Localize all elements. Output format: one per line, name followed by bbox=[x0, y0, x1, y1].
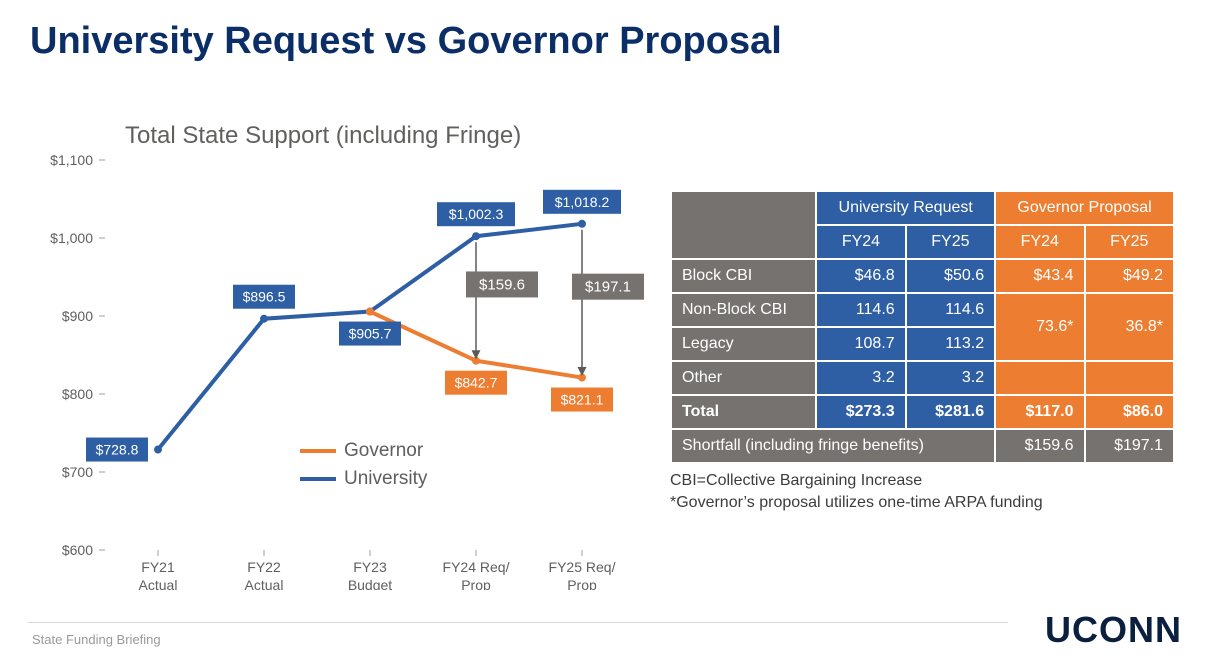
svg-text:Prop: Prop bbox=[461, 577, 491, 590]
chart-legend: Governor University bbox=[300, 440, 427, 496]
table-row-label: Other bbox=[671, 361, 816, 395]
footer-rule bbox=[28, 622, 1008, 623]
comparison-table-wrap: University RequestGovernor ProposalFY24F… bbox=[670, 190, 1175, 513]
svg-text:FY21: FY21 bbox=[141, 559, 175, 575]
legend-swatch bbox=[300, 477, 336, 481]
table-subheader: FY25 bbox=[1085, 225, 1174, 259]
table-cell: 3.2 bbox=[816, 361, 905, 395]
table-cell: $46.8 bbox=[816, 259, 905, 293]
uconn-logo: UCONN bbox=[1045, 609, 1182, 651]
svg-text:FY24 Req/: FY24 Req/ bbox=[443, 559, 510, 575]
svg-text:$197.1: $197.1 bbox=[585, 279, 631, 296]
footnote-line: CBI=Collective Bargaining Increase bbox=[670, 470, 1175, 492]
svg-text:$600: $600 bbox=[62, 542, 93, 558]
legend-item-university: University bbox=[300, 468, 427, 490]
table-row-label: Block CBI bbox=[671, 259, 816, 293]
table-header-group: Governor Proposal bbox=[995, 191, 1174, 225]
table-subheader: FY24 bbox=[816, 225, 905, 259]
svg-text:$905.7: $905.7 bbox=[349, 326, 392, 342]
svg-text:FY23: FY23 bbox=[353, 559, 387, 575]
svg-text:$728.8: $728.8 bbox=[96, 442, 139, 458]
table-cell: $50.6 bbox=[906, 259, 995, 293]
svg-text:$1,100: $1,100 bbox=[50, 152, 93, 168]
svg-text:$1,000: $1,000 bbox=[50, 230, 93, 246]
table-cell: 114.6 bbox=[816, 293, 905, 327]
table-cell-merged: 73.6* bbox=[995, 293, 1084, 361]
legend-label: Governor bbox=[344, 440, 423, 462]
svg-text:Prop: Prop bbox=[567, 577, 597, 590]
svg-text:FY22: FY22 bbox=[247, 559, 281, 575]
svg-text:$800: $800 bbox=[62, 386, 93, 402]
table-cell: $43.4 bbox=[995, 259, 1084, 293]
svg-text:$821.1: $821.1 bbox=[561, 392, 604, 408]
table-cell: 113.2 bbox=[906, 327, 995, 361]
table-shortfall-label: Shortfall (including fringe benefits) bbox=[671, 429, 995, 463]
svg-text:$1,002.3: $1,002.3 bbox=[449, 206, 504, 222]
chart: Total State Support (including Fringe) $… bbox=[25, 130, 645, 590]
table-row-label: Non-Block CBI bbox=[671, 293, 816, 327]
table-cell: 3.2 bbox=[906, 361, 995, 395]
table-corner bbox=[671, 191, 816, 259]
table-footnotes: CBI=Collective Bargaining Increase*Gover… bbox=[670, 470, 1175, 513]
svg-text:$159.6: $159.6 bbox=[479, 276, 525, 293]
chart-svg: $600 $700 $800 $900 $1,000 $1,100 FY21 Actual FY… bbox=[25, 130, 645, 590]
svg-text:$900: $900 bbox=[62, 308, 93, 324]
svg-text:$896.5: $896.5 bbox=[243, 289, 286, 305]
legend-swatch bbox=[300, 449, 336, 453]
svg-text:FY25 Req/: FY25 Req/ bbox=[549, 559, 616, 575]
footer-left: State Funding Briefing bbox=[32, 632, 161, 647]
table-cell: 108.7 bbox=[816, 327, 905, 361]
legend-item-governor: Governor bbox=[300, 440, 427, 462]
table-subheader: FY24 bbox=[995, 225, 1084, 259]
table-cell bbox=[995, 361, 1084, 395]
table-cell-merged: 36.8* bbox=[1085, 293, 1174, 361]
comparison-table: University RequestGovernor ProposalFY24F… bbox=[670, 190, 1175, 464]
footnote-line: *Governor’s proposal utilizes one-time A… bbox=[670, 492, 1175, 514]
legend-label: University bbox=[344, 468, 427, 490]
svg-text:Actual: Actual bbox=[245, 577, 284, 590]
svg-text:Actual: Actual bbox=[139, 577, 178, 590]
svg-text:$1,018.2: $1,018.2 bbox=[555, 194, 610, 210]
slide: University Request vs Governor Proposal … bbox=[0, 0, 1210, 665]
svg-text:$700: $700 bbox=[62, 464, 93, 480]
table-cell: 114.6 bbox=[906, 293, 995, 327]
page-title: University Request vs Governor Proposal bbox=[30, 20, 782, 63]
svg-text:$842.7: $842.7 bbox=[455, 375, 498, 391]
table-subheader: FY25 bbox=[906, 225, 995, 259]
table-row-label: Total bbox=[671, 395, 816, 429]
svg-text:Budget: Budget bbox=[348, 577, 392, 590]
table-cell: $273.3 bbox=[816, 395, 905, 429]
table-header-group: University Request bbox=[816, 191, 995, 225]
table-shortfall-value: $159.6 bbox=[995, 429, 1084, 463]
table-cell: $281.6 bbox=[906, 395, 995, 429]
table-cell: $86.0 bbox=[1085, 395, 1174, 429]
table-cell: $117.0 bbox=[995, 395, 1084, 429]
table-shortfall-value: $197.1 bbox=[1085, 429, 1174, 463]
table-cell bbox=[1085, 361, 1174, 395]
table-cell: $49.2 bbox=[1085, 259, 1174, 293]
table-row-label: Legacy bbox=[671, 327, 816, 361]
